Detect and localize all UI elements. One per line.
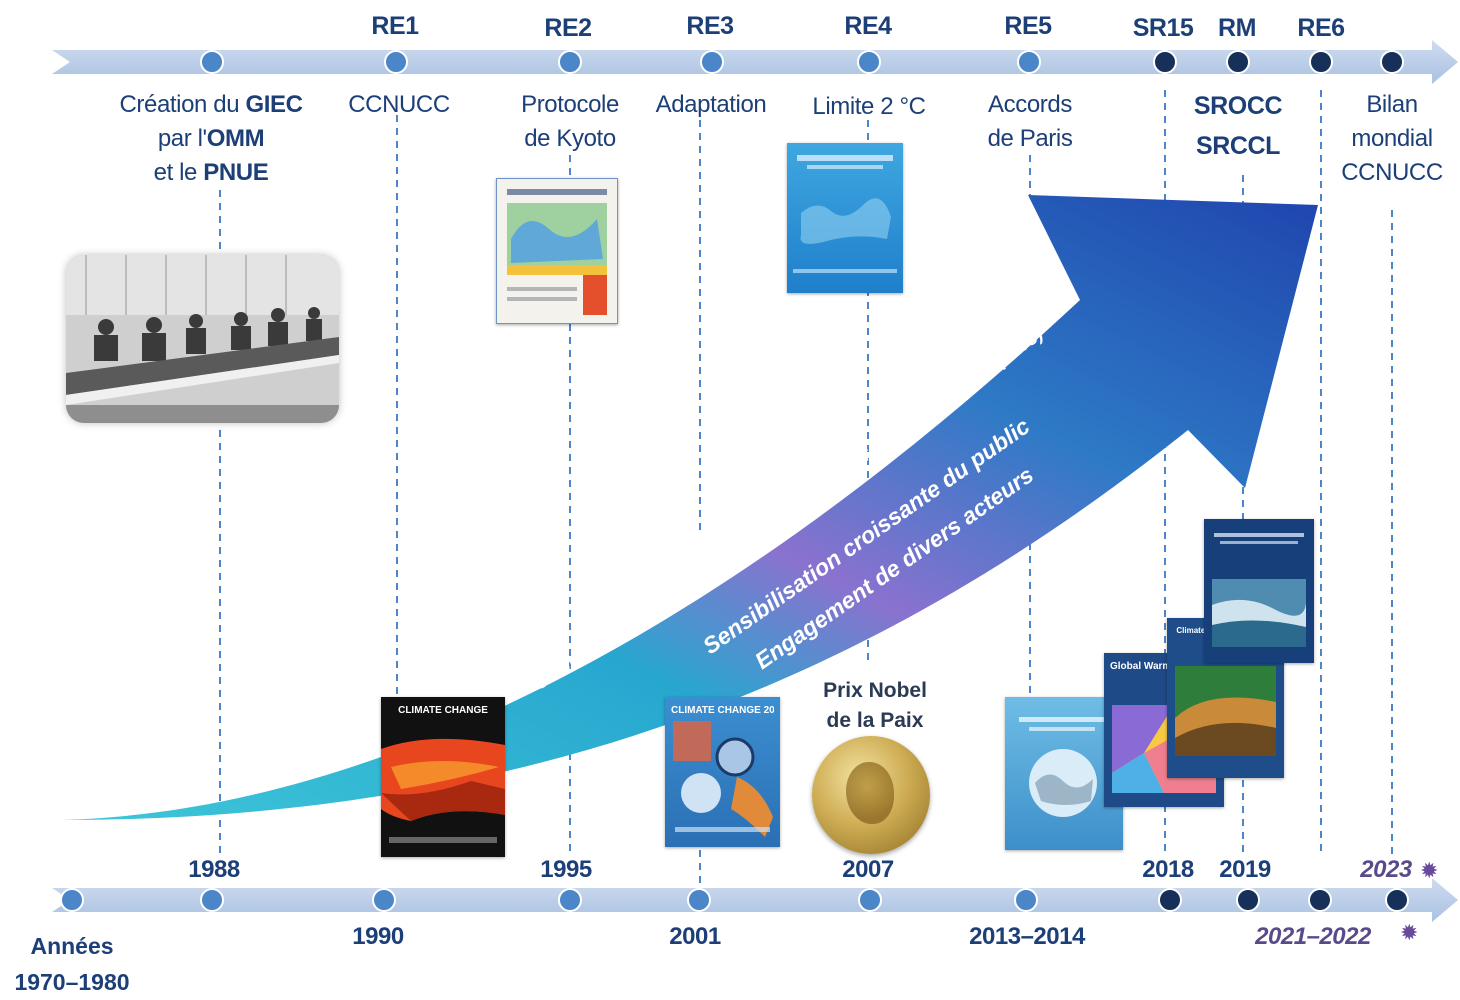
- event-re5-line1: Accords: [988, 91, 1072, 118]
- event-bilan-line2: mondial: [1351, 125, 1433, 152]
- founding-meeting-photo: [66, 255, 339, 423]
- event-srocc: SROCC: [1193, 92, 1283, 120]
- year-1990: 1990: [352, 923, 404, 950]
- event-re5: Accords de Paris: [988, 88, 1073, 156]
- founding-pnue: PNUE: [203, 159, 269, 186]
- cover-title-sr15: Global Warm: [1110, 661, 1172, 672]
- event-srccl: SRCCL: [1195, 132, 1281, 160]
- bottom-dots: [60, 888, 1409, 912]
- milestone-code-re2: RE2: [544, 14, 592, 42]
- report-cover-re5: [1005, 697, 1123, 850]
- event-re3: Adaptation: [655, 91, 767, 118]
- event-re2: Protocole de Kyoto: [521, 88, 619, 156]
- milestone-code-rm: RM: [1218, 14, 1256, 42]
- top-dots: [200, 50, 1404, 74]
- year-2007: 2007: [842, 856, 894, 883]
- founding-label: Création du GIEC par l'OMM et le PNUE: [119, 88, 302, 190]
- founding-line2-text: par l': [157, 125, 207, 152]
- event-bilan-line1: Bilan: [1366, 91, 1418, 118]
- report-cover-re2: [496, 178, 618, 324]
- event-rm: SROCC SRCCL: [1193, 86, 1283, 166]
- event-re5-line2: de Paris: [987, 125, 1073, 152]
- star-icon: ✹: [1400, 920, 1419, 945]
- year-2018: 2018: [1142, 856, 1194, 883]
- event-bilan: Bilan mondial CCNUCC: [1341, 88, 1443, 190]
- start-period-line1: Années: [30, 933, 114, 959]
- founding-line1-text: Création du: [119, 91, 246, 118]
- milestone-code-sr15: SR15: [1132, 14, 1194, 42]
- milestone-code-re5: RE5: [1004, 12, 1052, 40]
- nobel-label: Prix Nobel de la Paix: [823, 676, 927, 736]
- bottom-timeline-bar: [52, 878, 1458, 922]
- event-re1: CCNUCC: [348, 91, 450, 118]
- cover-title-re1: CLIMATE CHANGE: [398, 705, 488, 716]
- cover-title-re3: CLIMATE CHANGE 2001: [671, 705, 774, 716]
- event-re2-line2: de Kyoto: [524, 125, 616, 152]
- nobel-line2: de la Paix: [826, 709, 924, 732]
- start-period-line2: 1970–1980: [14, 969, 130, 995]
- event-re2-line1: Protocole: [521, 91, 619, 118]
- star-icon: ✹: [1420, 858, 1439, 883]
- year-2001: 2001: [669, 923, 721, 950]
- event-re4: Limite 2 °C: [812, 93, 926, 120]
- milestone-code-re4: RE4: [844, 12, 892, 40]
- year-1995: 1995: [540, 856, 592, 883]
- founding-giec: GIEC: [245, 91, 303, 118]
- start-period-label: Années 1970–1980: [14, 928, 129, 1000]
- milestone-code-re6: RE6: [1297, 14, 1345, 42]
- milestone-code-re3: RE3: [686, 12, 734, 40]
- year-2021-2022: 2021–2022: [1255, 923, 1371, 950]
- report-cover-srocc: [1204, 519, 1314, 663]
- founding-line3-text: et le: [153, 159, 204, 186]
- milestone-code-re1: RE1: [371, 12, 419, 40]
- year-2019: 2019: [1219, 856, 1271, 883]
- nobel-line1: Prix Nobel: [823, 679, 927, 702]
- year-1988: 1988: [188, 856, 240, 883]
- top-timeline-bar: [52, 40, 1458, 84]
- event-bilan-line3: CCNUCC: [1341, 159, 1443, 186]
- report-cover-re4: [787, 143, 903, 293]
- year-2023: 2023: [1360, 856, 1412, 883]
- report-cover-re3: CLIMATE CHANGE 2001: [665, 697, 780, 847]
- founding-omm: OMM: [206, 125, 265, 152]
- year-2013-2014: 2013–2014: [969, 923, 1085, 950]
- report-cover-re1: CLIMATE CHANGE: [381, 697, 505, 857]
- progress-arrow: [62, 195, 1318, 820]
- nobel-medal: [812, 736, 930, 854]
